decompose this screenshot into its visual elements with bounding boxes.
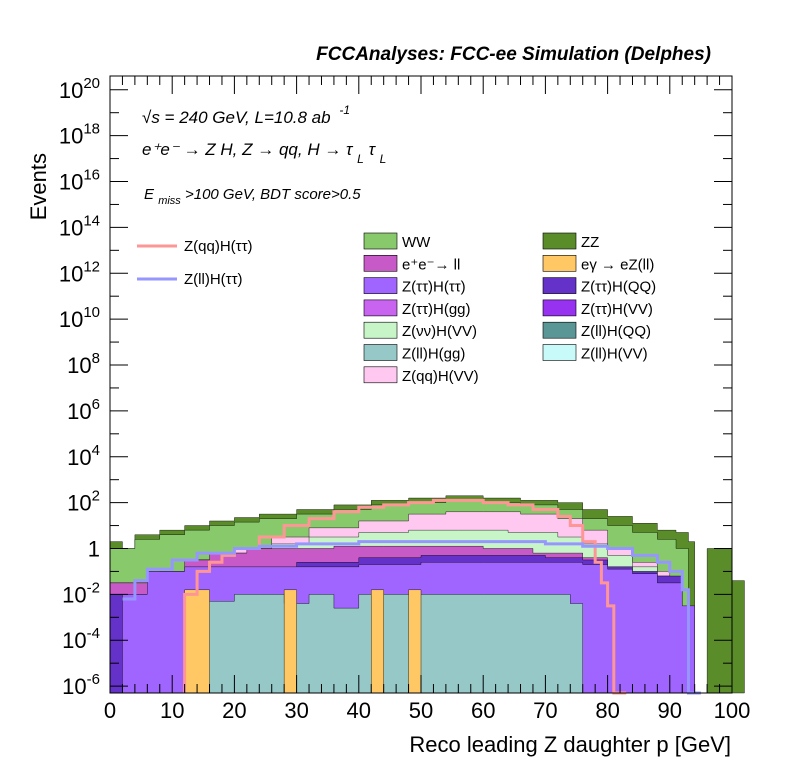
y-tick-label: 1012 bbox=[59, 258, 100, 286]
legend-signals: Z(qq)H(ττ) Z(ll)H(ττ) bbox=[137, 238, 253, 288]
signal-lines bbox=[122, 498, 701, 695]
x-tick-label: 70 bbox=[533, 698, 557, 723]
lumi-exponent: -1 bbox=[339, 103, 350, 117]
legend-label-z-ll-h-gg: Z(ll)H(gg) bbox=[402, 346, 465, 363]
svg-text:√s = 240 GeV, L=10.8 ab: √s = 240 GeV, L=10.8 ab -1 bbox=[142, 103, 350, 127]
stack-layer-z-ll-h-gg bbox=[110, 594, 596, 694]
x-ticks: 0 10 20 30 40 50 60 70 80 90 100 bbox=[104, 76, 750, 723]
y-tick-label: 10-6 bbox=[62, 671, 100, 699]
legend-swatch-e-ez-ll bbox=[542, 255, 577, 272]
x-tick-label: 50 bbox=[409, 698, 433, 723]
legend-label-z-h-qq: Z(ττ)H(QQ) bbox=[581, 279, 656, 296]
x-tick-label: 30 bbox=[284, 698, 308, 723]
legend-label-e-e-ll: e⁺e⁻→ ll bbox=[402, 256, 460, 273]
process-sub-2: L bbox=[380, 152, 387, 166]
y-tick-label: 10-4 bbox=[62, 625, 100, 653]
legend-label-z-ll-h-qq: Z(ll)H(QQ) bbox=[581, 323, 651, 340]
legend-label-z-h-vv: Z(νν)H(VV) bbox=[402, 323, 477, 340]
x-axis-title: Reco leading Z daughter p [GeV] bbox=[409, 732, 731, 757]
y-tick-label: 102 bbox=[67, 488, 100, 516]
svg-text:E miss >100 GeV, B: E miss >100 GeV, BDT score>0.5 bbox=[144, 186, 361, 208]
selection-rest: >100 GeV, BDT score>0.5 bbox=[185, 186, 361, 203]
y-tick-label: 1018 bbox=[59, 121, 100, 149]
y-tick-label: 106 bbox=[67, 396, 100, 424]
legend-label-z-ll-h-vv: Z(ll)H(VV) bbox=[581, 346, 648, 363]
x-tick-label: 100 bbox=[714, 698, 751, 723]
process-text: e⁺e⁻ → Z H, Z → qq, H → τ bbox=[142, 140, 354, 159]
legend-swatch-z-h-vv bbox=[363, 321, 398, 339]
legend-label-z-h-vv: Z(ττ)H(VV) bbox=[581, 301, 653, 318]
y-tick-label: 1010 bbox=[59, 304, 100, 332]
legend-swatch-z-ll-h-qq bbox=[542, 321, 577, 339]
x-tick-label: 0 bbox=[104, 698, 116, 723]
x-tick-label: 40 bbox=[347, 698, 371, 723]
legend-swatch-z-h-vv bbox=[542, 299, 577, 317]
x-tick-label: 20 bbox=[222, 698, 246, 723]
legend-label-z-h-gg: Z(ττ)H(gg) bbox=[402, 301, 471, 318]
y-tick-label: 104 bbox=[67, 442, 100, 470]
sqrt-s-text: √s = 240 GeV, L=10.8 ab bbox=[142, 108, 331, 127]
legend-swatch-z-h-qq bbox=[542, 277, 577, 294]
legend-swatch-z-qq-h-vv bbox=[363, 366, 398, 384]
legend-swatch-z-ll-h-vv bbox=[542, 344, 577, 361]
legend-label-z-ll-h: Z(ll)H(ττ) bbox=[184, 271, 243, 288]
legend-swatch-ww bbox=[363, 232, 398, 250]
x-tick-label: 90 bbox=[658, 698, 682, 723]
legend-swatch-e-e-ll bbox=[363, 255, 398, 272]
y-tick-label: 108 bbox=[67, 350, 100, 378]
legend-label-ww: WW bbox=[402, 234, 431, 251]
y-tick-label: 1 bbox=[88, 536, 100, 561]
x-tick-label: 10 bbox=[160, 698, 184, 723]
legend-label-z-qq-h-vv: Z(qq)H(VV) bbox=[402, 368, 479, 385]
annotation-process: e⁺e⁻ → Z H, Z → qq, H → τ L τ L bbox=[142, 140, 386, 167]
x-tick-label: 60 bbox=[471, 698, 495, 723]
y-axis-title: Events bbox=[26, 153, 51, 220]
legend-label-z-h: Z(ττ)H(ττ) bbox=[402, 279, 466, 296]
signal-line-z-ll-h bbox=[122, 540, 701, 695]
selection-e: E bbox=[144, 186, 155, 203]
y-tick-label: 1016 bbox=[59, 167, 100, 195]
y-ticks: 10-6 10-4 10-2 1 102 104 106 108 1010 1012 1014 101… bbox=[59, 75, 732, 699]
legend-label-z-qq-h: Z(qq)H(ττ) bbox=[184, 238, 253, 255]
svg-text:e⁺e⁻ → Z H, Z → qq, H → τ: e⁺e⁻ → Z H, Z → qq, H → τ L τ L bbox=[142, 140, 386, 167]
legend-swatch-zz bbox=[542, 232, 577, 250]
y-tick-label: 1014 bbox=[59, 212, 100, 240]
annotation-sqrt-s: √s = 240 GeV, L=10.8 ab -1 bbox=[142, 103, 350, 127]
legend-swatch-z-ll-h-gg bbox=[363, 344, 398, 361]
legend-swatch-z-h-gg bbox=[363, 299, 398, 317]
legend-label-e-ez-ll: eγ → eZ(ll) bbox=[581, 256, 654, 273]
x-tick-label: 80 bbox=[595, 698, 619, 723]
legend-label-zz: ZZ bbox=[581, 234, 599, 251]
y-tick-label: 1020 bbox=[59, 75, 100, 103]
y-tick-label: 10-2 bbox=[62, 579, 100, 607]
process-sub-1: L bbox=[357, 152, 364, 166]
stack-layers bbox=[109, 495, 745, 694]
process-tau-2: τ bbox=[369, 140, 377, 159]
selection-sub: miss bbox=[158, 195, 181, 207]
annotation-selection: E miss >100 GeV, BDT score>0.5 bbox=[144, 186, 361, 208]
legend-backgrounds: WW ZZ e⁺e⁻→ ll eγ → eZ(ll) Z(ττ)H(ττ) Z(ττ)H(… bbox=[363, 232, 656, 385]
header-title: FCCAnalyses: FCC-ee Simulation (Delphes) bbox=[316, 44, 711, 65]
legend-swatch-z-h bbox=[363, 277, 398, 294]
